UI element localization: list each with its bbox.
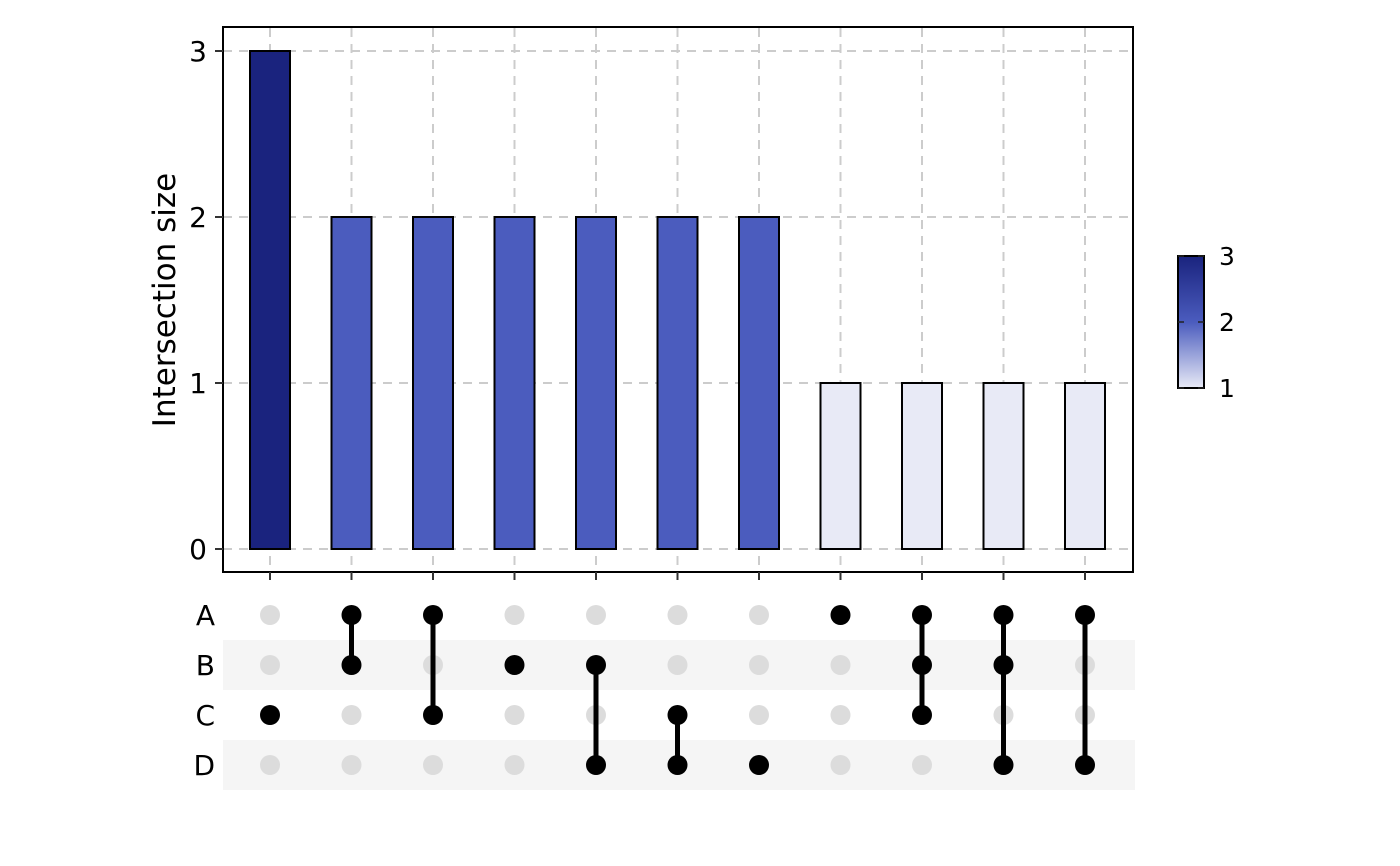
legend-tick-label: 1 [1219,374,1235,403]
matrix-dot-active [1075,755,1095,775]
matrix-dot-active [667,755,688,775]
matrix-dot-active [993,755,1014,775]
matrix-dot-inactive [423,755,443,775]
matrix-dot-active [586,755,606,775]
matrix-dot-inactive [667,605,688,625]
bar-a-b [330,216,373,550]
y-tick-label: 3 [189,35,207,68]
bar-d [738,216,780,550]
color-legend: 1 2 3 [1177,242,1235,403]
matrix-dot-inactive [830,705,851,725]
y-axis-title: Intersection size [147,173,183,427]
matrix-dot-inactive [912,755,932,775]
x-axis-ticks [269,572,1086,580]
bar-a-b-d [982,382,1025,550]
bar-a-d [1064,382,1106,550]
bar-a-c [412,216,454,550]
y-tick-label: 2 [189,201,207,234]
matrix-dot-inactive [749,705,769,725]
matrix-dot-active [749,755,769,775]
matrix-dot-inactive [667,655,688,675]
bar-c [249,50,291,550]
matrix-dot-inactive [586,605,606,625]
matrix-dot-inactive [749,655,769,675]
matrix-dot-inactive [260,755,280,775]
bar-b-d [575,216,617,550]
matrix-dot-active [912,605,932,625]
bars [249,50,1106,550]
matrix-dot-inactive [260,605,280,625]
matrix-dot-active [1075,605,1095,625]
bar-b [493,216,536,550]
y-tick-label: 0 [189,533,207,566]
matrix-dot-inactive [260,655,280,675]
set-label-c: C [195,699,215,732]
bar-a [819,382,862,550]
matrix-dot-active [912,705,932,725]
legend-tick-label: 3 [1219,242,1235,271]
matrix-dot-inactive [749,605,769,625]
matrix-dot-active [586,655,606,675]
matrix-dot-inactive [830,755,851,775]
matrix-dot-active [830,605,851,625]
matrix-dot-active [993,605,1014,625]
matrix-dot-inactive [341,755,362,775]
y-axis: 0 1 2 3 [189,35,223,566]
matrix-dot-inactive [830,655,851,675]
y-tick-label: 1 [189,367,207,400]
matrix-dot-active [260,705,280,725]
matrix-dot-inactive [504,705,525,725]
matrix-dot-active [912,655,932,675]
legend-tick-label: 2 [1219,308,1235,337]
matrix-dot-inactive [504,755,525,775]
matrix-dot-active [993,655,1014,675]
bar-c-d [656,216,699,550]
matrix-dot-active [423,605,443,625]
set-label-b: B [196,649,215,682]
matrix-dot-active [423,705,443,725]
set-label-a: A [196,599,215,632]
matrix-dot-active [341,655,362,675]
matrix-dot-active [667,705,688,725]
intersection-matrix [260,605,1095,775]
matrix-dot-inactive [504,605,525,625]
matrix-dot-active [504,655,525,675]
set-label-d: D [193,749,215,782]
bar-a-b-c [901,382,943,550]
matrix-dot-inactive [341,705,362,725]
matrix-dot-active [341,605,362,625]
